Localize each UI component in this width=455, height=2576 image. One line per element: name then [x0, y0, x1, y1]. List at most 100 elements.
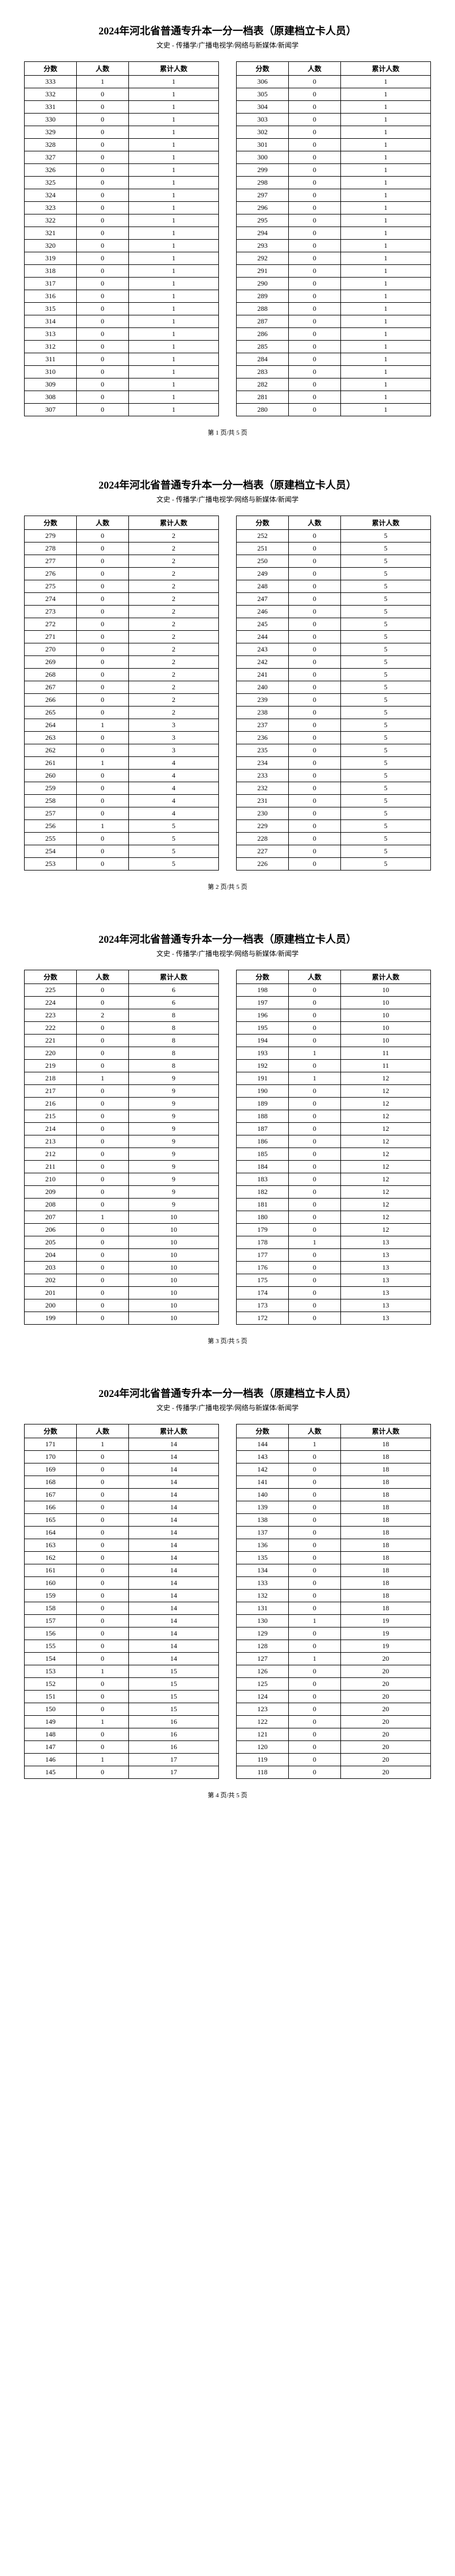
- col-header: 累计人数: [128, 970, 218, 984]
- table-row: 24305: [237, 643, 431, 656]
- cell: 5: [128, 833, 218, 845]
- cell: 5: [340, 732, 430, 744]
- cell: 1: [340, 252, 430, 265]
- table-row: 31701: [25, 278, 219, 290]
- cell: 18: [340, 1514, 430, 1527]
- cell: 18: [340, 1552, 430, 1564]
- cell: 201: [25, 1287, 77, 1299]
- cell: 0: [288, 265, 340, 278]
- table-row: 21709: [25, 1085, 219, 1098]
- cell: 0: [288, 278, 340, 290]
- table-row: 26702: [25, 681, 219, 694]
- cell: 321: [25, 227, 77, 240]
- cell: 0: [76, 139, 128, 151]
- cell: 19: [340, 1615, 430, 1627]
- col-header: 累计人数: [340, 970, 430, 984]
- table-row: 26802: [25, 669, 219, 681]
- cell: 10: [128, 1262, 218, 1274]
- cell: 0: [288, 1703, 340, 1716]
- cell: 1: [340, 341, 430, 353]
- cell: 1: [340, 303, 430, 315]
- cell: 2: [128, 669, 218, 681]
- cell: 289: [237, 290, 289, 303]
- cell: 4: [128, 757, 218, 770]
- table-row: 202010: [25, 1274, 219, 1287]
- table-row: 169014: [25, 1463, 219, 1476]
- table-row: 25305: [25, 858, 219, 871]
- cell: 14: [128, 1501, 218, 1514]
- cell: 146: [25, 1754, 77, 1766]
- cell: 126: [237, 1665, 289, 1678]
- cell: 202: [25, 1274, 77, 1287]
- cell: 199: [25, 1312, 77, 1325]
- cell: 0: [288, 227, 340, 240]
- cell: 307: [25, 404, 77, 416]
- cell: 1: [128, 139, 218, 151]
- table-row: 151015: [25, 1691, 219, 1703]
- cell: 1: [128, 214, 218, 227]
- cell: 280: [237, 404, 289, 416]
- cell: 9: [128, 1098, 218, 1110]
- cell: 0: [288, 1211, 340, 1224]
- cell: 0: [76, 1299, 128, 1312]
- cell: 0: [76, 404, 128, 416]
- cell: 2: [128, 618, 218, 631]
- cell: 139: [237, 1501, 289, 1514]
- cell: 1: [128, 227, 218, 240]
- cell: 246: [237, 606, 289, 618]
- cell: 0: [288, 795, 340, 807]
- cell: 0: [76, 618, 128, 631]
- cell: 2: [128, 568, 218, 580]
- table-row: 23205: [237, 782, 431, 795]
- cell: 0: [288, 1299, 340, 1312]
- cell: 5: [340, 643, 430, 656]
- table-row: 174013: [237, 1287, 431, 1299]
- cell: 18: [340, 1501, 430, 1514]
- table-row: 22905: [237, 820, 431, 833]
- cell: 0: [288, 593, 340, 606]
- cell: 1: [340, 177, 430, 189]
- cell: 0: [76, 631, 128, 643]
- cell: 1: [128, 88, 218, 101]
- cell: 189: [237, 1098, 289, 1110]
- cell: 0: [288, 997, 340, 1009]
- col-header: 人数: [76, 1424, 128, 1438]
- table-row: 24405: [237, 631, 431, 643]
- cell: 0: [76, 1514, 128, 1527]
- table-row: 29601: [237, 202, 431, 214]
- cell: 2: [128, 580, 218, 593]
- table-row: 125020: [237, 1678, 431, 1691]
- cell: 0: [288, 656, 340, 669]
- cell: 1: [340, 378, 430, 391]
- cell: 179: [237, 1224, 289, 1236]
- table-row: 22328: [25, 1009, 219, 1022]
- cell: 1: [340, 366, 430, 378]
- cell: 1: [76, 820, 128, 833]
- cell: 1: [340, 227, 430, 240]
- cell: 324: [25, 189, 77, 202]
- cell: 0: [288, 732, 340, 744]
- cell: 241: [237, 669, 289, 681]
- table-row: 118020: [237, 1766, 431, 1779]
- cell: 0: [76, 1501, 128, 1514]
- cell: 16: [128, 1728, 218, 1741]
- table-row: 26902: [25, 656, 219, 669]
- cell: 207: [25, 1211, 77, 1224]
- cell: 177: [237, 1249, 289, 1262]
- cell: 250: [237, 555, 289, 568]
- cell: 223: [25, 1009, 77, 1022]
- cell: 329: [25, 126, 77, 139]
- tables-wrap: 分数人数累计人数33311332013310133001329013280132…: [17, 61, 438, 416]
- cell: 18: [340, 1451, 430, 1463]
- cell: 0: [288, 114, 340, 126]
- cell: 0: [288, 782, 340, 795]
- cell: 13: [340, 1312, 430, 1325]
- cell: 9: [128, 1173, 218, 1186]
- cell: 311: [25, 353, 77, 366]
- cell: 320: [25, 240, 77, 252]
- table-row: 32201: [25, 214, 219, 227]
- table-row: 25804: [25, 795, 219, 807]
- cell: 18: [340, 1602, 430, 1615]
- cell: 260: [25, 770, 77, 782]
- cell: 14: [128, 1463, 218, 1476]
